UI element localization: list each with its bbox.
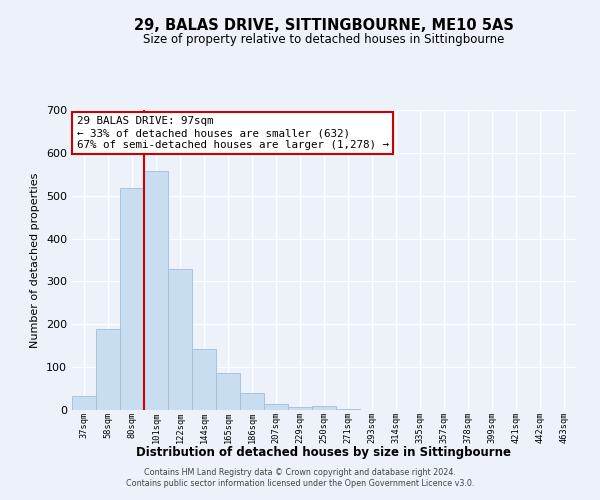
Bar: [72, 396, 96, 410]
Bar: [192, 348, 216, 410]
Bar: [216, 373, 240, 410]
Text: Contains HM Land Registry data © Crown copyright and database right 2024.
Contai: Contains HM Land Registry data © Crown c…: [126, 468, 474, 487]
Bar: [120, 188, 144, 410]
Bar: [240, 393, 264, 410]
Bar: [264, 404, 288, 410]
Bar: [288, 406, 312, 410]
Text: 29 BALAS DRIVE: 97sqm
← 33% of detached houses are smaller (632)
67% of semi-det: 29 BALAS DRIVE: 97sqm ← 33% of detached …: [77, 116, 389, 150]
Text: 29, BALAS DRIVE, SITTINGBOURNE, ME10 5AS: 29, BALAS DRIVE, SITTINGBOURNE, ME10 5AS: [134, 18, 514, 32]
Bar: [144, 172, 168, 410]
Bar: [336, 408, 360, 410]
Bar: [96, 328, 120, 410]
Y-axis label: Number of detached properties: Number of detached properties: [31, 172, 40, 348]
Bar: [312, 406, 336, 410]
Text: Distribution of detached houses by size in Sittingbourne: Distribution of detached houses by size …: [137, 446, 511, 459]
Text: Size of property relative to detached houses in Sittingbourne: Size of property relative to detached ho…: [143, 32, 505, 46]
Bar: [168, 270, 192, 410]
